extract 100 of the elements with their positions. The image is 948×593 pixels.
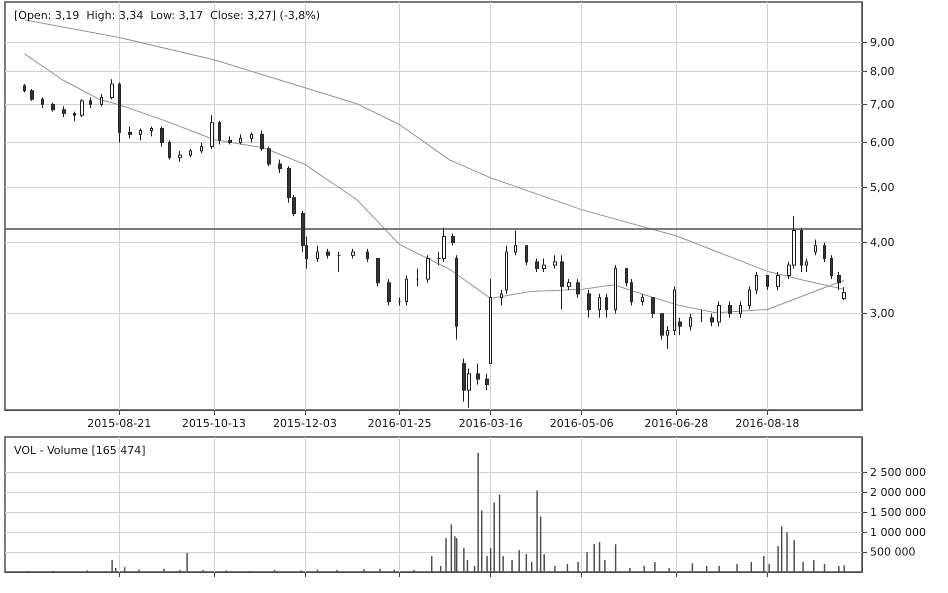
candlestick	[23, 84, 26, 93]
x-tick-label: 2016-01-25	[368, 417, 432, 430]
x-tick-label: 2015-12-03	[272, 417, 337, 430]
candlestick	[110, 78, 114, 100]
candlestick	[728, 301, 732, 318]
candlestick	[351, 248, 355, 260]
candlestick	[748, 286, 751, 310]
candlestick	[837, 272, 841, 291]
candlestick	[660, 313, 664, 340]
candlestick	[451, 232, 455, 246]
text: [Open: 3,19 High: 3,34 Low: 3,17 Close: 3,27] (-3,8%)	[14, 9, 320, 22]
candlestick	[630, 278, 633, 306]
candlestick	[576, 278, 580, 298]
y-tick-label: 3,00	[870, 307, 894, 320]
candlestick	[605, 293, 608, 318]
candlestick	[776, 272, 780, 291]
candlestick	[80, 98, 84, 118]
candlestick	[250, 132, 253, 143]
candlestick	[178, 150, 182, 162]
candlestick	[542, 258, 546, 273]
candlestick	[278, 159, 282, 174]
candlestick	[598, 293, 601, 318]
candlestick	[505, 245, 508, 294]
candlestick	[316, 245, 319, 262]
y-tick-label: 500 000	[870, 546, 916, 559]
candlestick	[89, 96, 92, 108]
candlestick	[689, 313, 692, 332]
candlestick	[739, 301, 742, 318]
candlestick	[398, 297, 401, 306]
candlestick	[766, 275, 769, 291]
candlestick	[800, 227, 803, 273]
candlestick	[525, 245, 528, 266]
candlestick	[200, 142, 203, 154]
y-tick-label: 1 000 000	[870, 526, 926, 539]
x-tick-label: 2016-06-28	[644, 417, 708, 430]
y-tick-label: 5,00	[870, 180, 894, 194]
candlestick	[455, 254, 458, 340]
candlestick	[830, 254, 833, 280]
candlestick	[485, 373, 489, 391]
candlestick	[614, 264, 617, 314]
x-tick-label: 2016-05-06	[550, 417, 614, 430]
candlestick	[416, 268, 419, 287]
candlestick	[150, 126, 153, 137]
y-tick-label: 4,00	[870, 236, 894, 250]
text: VOL - Volume [165 474]	[14, 444, 146, 457]
candlestick	[405, 275, 408, 306]
candlestick	[717, 301, 721, 327]
candlestick	[666, 326, 669, 350]
candlestick	[842, 286, 846, 300]
candlestick	[560, 254, 564, 310]
candlestick	[218, 120, 221, 146]
candlestick	[755, 272, 758, 294]
y-tick-label: 1 500 000	[870, 506, 926, 519]
x-tick-label: 2015-08-21	[87, 417, 152, 430]
candlestick	[651, 297, 655, 318]
y-tick-label: 2 500 000	[870, 466, 926, 480]
candlestick	[678, 317, 682, 336]
candlestick	[376, 258, 380, 287]
candlestick	[805, 258, 808, 273]
candlestick	[51, 102, 55, 112]
candlestick	[700, 309, 703, 322]
y-tick-label: 8,00	[870, 64, 894, 78]
candlestick	[30, 88, 34, 102]
candlestick	[326, 248, 330, 260]
candlestick	[476, 363, 480, 386]
candlestick	[160, 126, 164, 148]
candlestick	[500, 290, 503, 306]
candlestick	[260, 130, 264, 152]
x-tick-label: 2016-08-18	[735, 417, 800, 430]
candlestick	[823, 242, 826, 262]
candlestick	[228, 136, 232, 146]
x-tick-label: 2015-10-13	[182, 417, 246, 430]
candlestick	[189, 148, 192, 158]
y-tick-label: 6,00	[870, 136, 894, 149]
candlestick	[139, 128, 142, 141]
candlestick	[710, 313, 714, 327]
candlestick	[73, 111, 76, 122]
candlestick	[239, 134, 242, 146]
candlestick	[210, 114, 214, 150]
y-tick-label: 2 000 000	[870, 486, 926, 500]
candlestick	[489, 278, 492, 364]
candlestick	[118, 82, 121, 143]
y-tick-label: 7,00	[870, 98, 894, 111]
candlestick	[567, 278, 571, 291]
candlestick	[41, 96, 44, 108]
y-tick-label: 9,00	[870, 36, 894, 49]
candlestick	[514, 230, 517, 256]
candlestick	[587, 290, 591, 318]
candlestick	[366, 248, 369, 262]
candlestick	[553, 254, 557, 270]
candlestick	[387, 278, 391, 306]
candlestick	[641, 293, 644, 306]
candlestick	[625, 268, 628, 287]
x-tick-label: 2016-03-16	[458, 417, 523, 430]
candlestick	[168, 140, 171, 160]
candlestick	[814, 239, 817, 256]
candlestick	[426, 254, 430, 284]
candlestick	[267, 146, 271, 167]
candlestick	[100, 94, 103, 107]
candlestick	[62, 106, 66, 118]
